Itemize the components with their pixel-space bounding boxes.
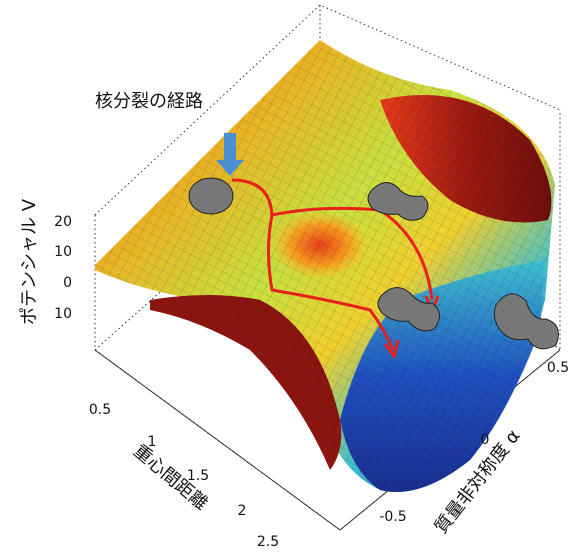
annotation-arrow — [216, 133, 244, 176]
z-tick-label: 20 — [54, 214, 72, 230]
z-tick-label: 0 — [63, 275, 72, 291]
x-tick-label: 1 — [148, 434, 157, 450]
z-tick-label: 10 — [54, 244, 72, 260]
x-tick-label: 2.5 — [257, 534, 279, 550]
y-tick-label: 0 — [481, 432, 490, 448]
x-tick-label: 1.5 — [187, 468, 209, 484]
y-tick-label: -0.5 — [379, 509, 406, 525]
z-tick-label: 10 — [54, 306, 72, 322]
annotation: 核分裂の経路 — [95, 91, 203, 112]
nuclei — [188, 177, 559, 350]
y-tick-label: 0.5 — [547, 360, 569, 376]
x-tick-label: 0.5 — [89, 402, 111, 418]
surface — [95, 40, 555, 492]
x-tick-label: 2 — [238, 503, 247, 519]
z-axis-label: ポテンシャル V — [19, 198, 40, 325]
